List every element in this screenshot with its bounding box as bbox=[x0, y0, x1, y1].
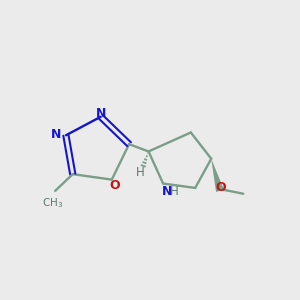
Text: N: N bbox=[51, 128, 62, 141]
Text: H: H bbox=[170, 185, 178, 198]
Text: O: O bbox=[215, 181, 226, 194]
Text: CH$_3$: CH$_3$ bbox=[42, 197, 64, 211]
Polygon shape bbox=[211, 159, 224, 192]
Text: O: O bbox=[110, 179, 120, 192]
Text: H: H bbox=[136, 166, 145, 179]
Text: N: N bbox=[95, 107, 106, 120]
Text: N: N bbox=[162, 185, 173, 198]
